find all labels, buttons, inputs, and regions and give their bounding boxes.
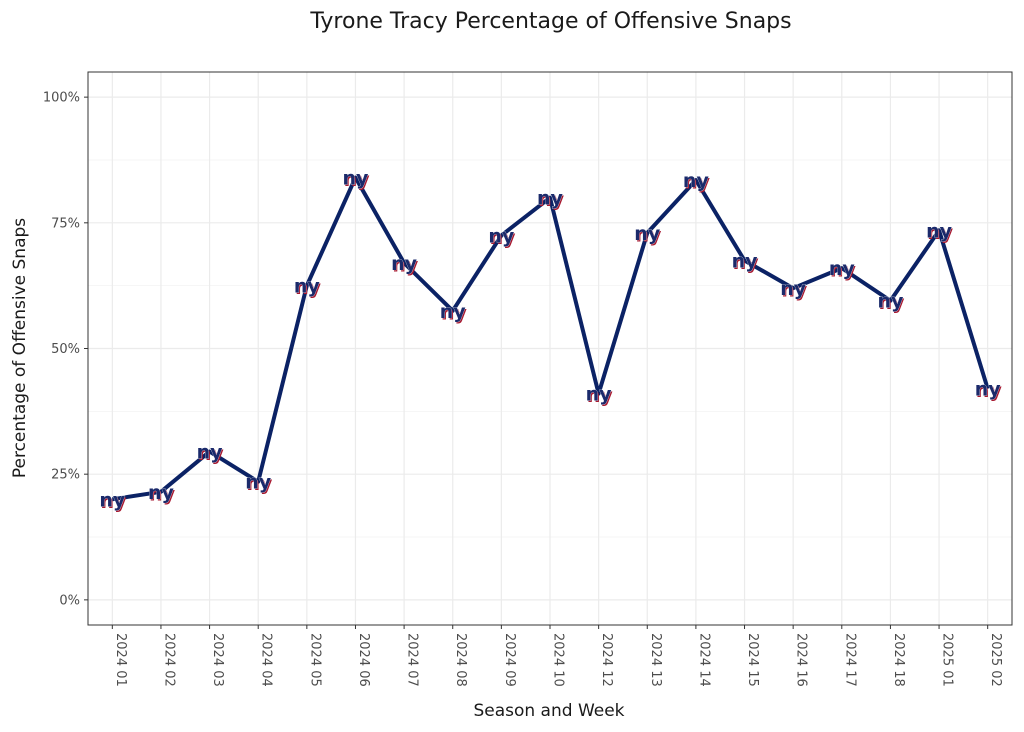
y-tick-label: 25%	[51, 468, 80, 483]
ny-logo-shadow: ny	[976, 380, 1003, 402]
ny-logo-shadow: ny	[830, 260, 857, 282]
ny-logo-shadow: ny	[392, 255, 419, 277]
ny-logo-shadow: ny	[587, 385, 614, 407]
ny-logo-shadow: ny	[733, 252, 760, 274]
x-tick-label: 2025 02	[988, 633, 1003, 687]
grid	[88, 72, 1012, 625]
x-tick-label: 2024 05	[307, 633, 322, 687]
ny-logo-marker: ny	[732, 251, 759, 273]
y-tick-label: 75%	[51, 216, 80, 231]
x-tick-label: 2024 17	[842, 633, 857, 687]
ny-logo-shadow: ny	[441, 302, 468, 324]
x-tick-label: 2024 14	[696, 633, 711, 687]
ny-logo-marker: ny	[197, 442, 224, 464]
x-tick-label: 2024 16	[794, 633, 809, 687]
x-tick-label: 2024 08	[453, 633, 468, 687]
ny-logo-shadow: ny	[879, 292, 906, 314]
ny-logo-shadow: ny	[101, 491, 128, 513]
ny-logo-marker: ny	[586, 384, 613, 406]
ny-logo-marker: ny	[440, 301, 467, 323]
ny-logo-marker: ny	[99, 489, 126, 511]
x-tick-label: 2025 01	[940, 633, 955, 687]
y-tick-label: 50%	[51, 342, 80, 357]
x-tick-label: 2024 13	[648, 633, 663, 687]
x-tick-label: 2024 04	[259, 633, 274, 687]
ny-logo-marker: ny	[148, 482, 175, 504]
x-axis-title: Season and Week	[473, 701, 624, 721]
ny-logo-shadow: ny	[781, 280, 808, 302]
x-tick-label: 2024 01	[113, 633, 128, 687]
ny-logo-marker: ny	[294, 276, 321, 298]
x-tick-label: 2024 09	[502, 633, 517, 687]
ny-logo-shadow: ny	[684, 172, 711, 194]
x-tick-label: 2024 02	[161, 633, 176, 687]
x-tick-label: 2024 10	[551, 633, 566, 687]
ny-logo-marker: ny	[683, 170, 710, 192]
ny-logo-shadow: ny	[344, 169, 371, 191]
ny-logo-marker: ny	[926, 220, 953, 242]
ny-logo-shadow: ny	[636, 224, 663, 246]
x-tick-label: 2024 18	[891, 633, 906, 687]
ny-logo-shadow: ny	[246, 473, 273, 495]
ny-logo-shadow: ny	[927, 222, 954, 244]
x-tick-label: 2024 06	[356, 633, 371, 687]
ny-logo-marker: ny	[877, 291, 904, 313]
y-tick-label: 0%	[59, 593, 80, 608]
y-axis-title: Percentage of Offensive Snaps	[10, 218, 30, 478]
ny-logo-marker: ny	[829, 258, 856, 280]
x-tick-label: 2024 07	[405, 633, 420, 687]
ny-logo-marker: ny	[488, 225, 515, 247]
series-line	[111, 175, 990, 502]
ny-logo-marker: ny	[391, 253, 418, 275]
chart-title: Tyrone Tracy Percentage of Offensive Sna…	[309, 9, 791, 34]
ny-logo-marker: ny	[245, 472, 272, 494]
y-tick-label: 100%	[43, 91, 80, 106]
y-axis: 0% 25% 50% 75% 100%	[43, 91, 88, 608]
x-tick-label: 2024 15	[745, 633, 760, 687]
ny-logo-marker: ny	[537, 188, 564, 210]
ny-logo-marker: ny	[975, 379, 1002, 401]
x-axis: 2024 01 2024 02 2024 03 2024 04 2024 05 2024 …	[111, 625, 1003, 687]
ny-logo-shadow: ny	[295, 277, 322, 299]
ny-logo-marker: ny	[343, 168, 370, 190]
ny-logo-shadow: ny	[198, 443, 225, 465]
x-tick-label: 2024 03	[210, 633, 225, 687]
ny-logo-shadow: ny	[149, 483, 176, 505]
ny-logo-marker: ny	[780, 278, 807, 300]
ny-logo-shadow: ny	[538, 189, 565, 211]
x-tick-label: 2024 12	[599, 633, 614, 687]
ny-logo-shadow: ny	[490, 227, 517, 249]
ny-logo-marker: ny	[634, 223, 661, 245]
